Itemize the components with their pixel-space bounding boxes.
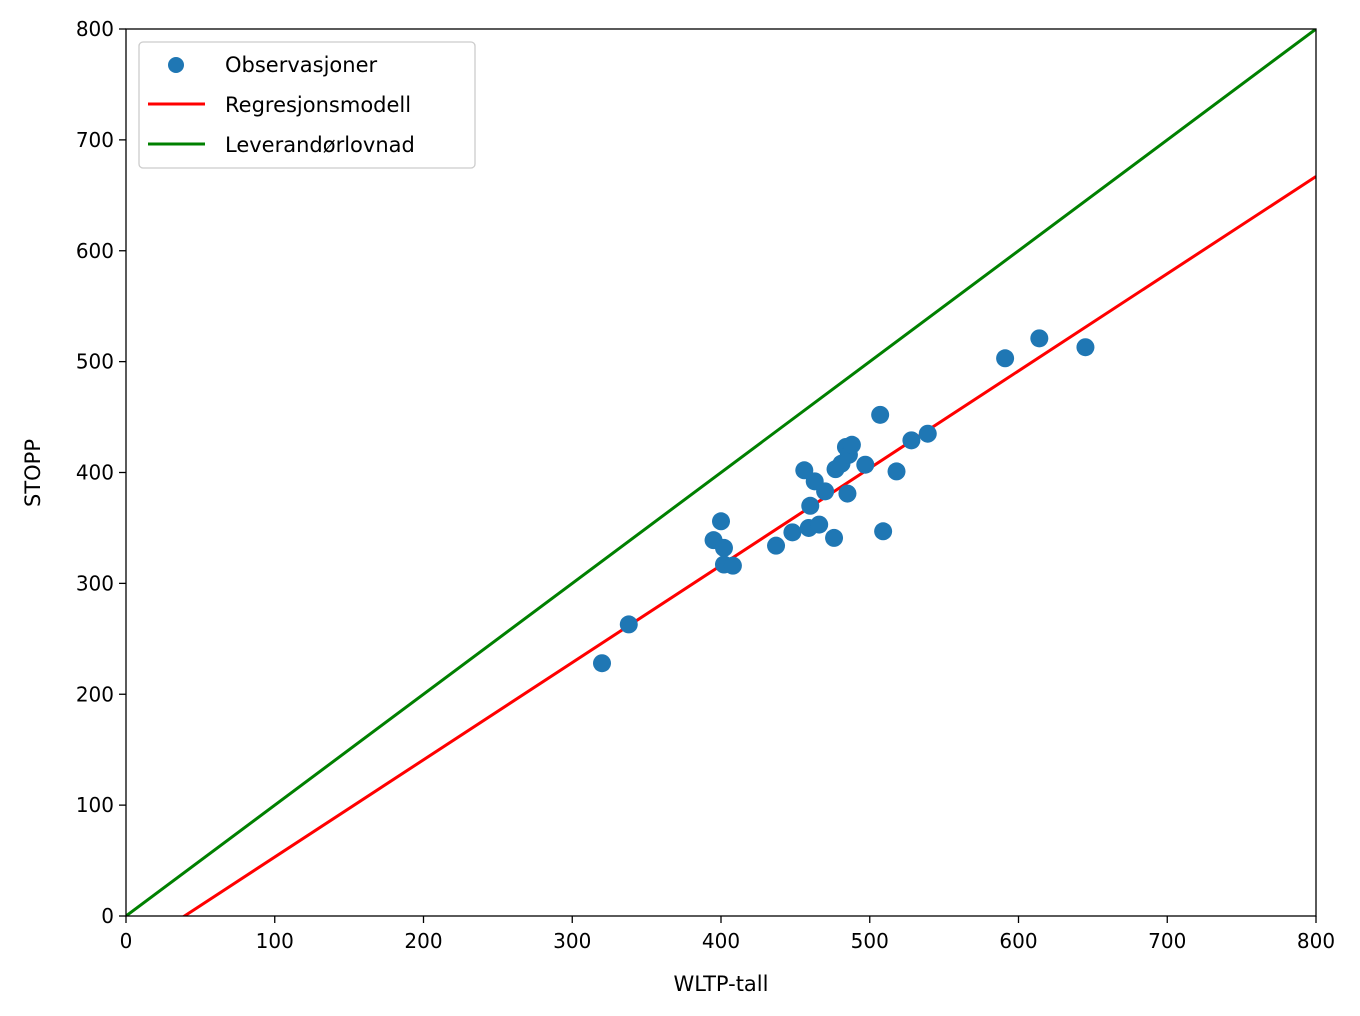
observation-point [714,538,733,557]
x-tick-label: 400 [702,929,740,953]
y-tick-label: 600 [76,239,114,263]
observation-point [825,528,844,547]
observation-point [871,405,890,424]
observation-point [816,482,835,501]
y-axis-label: STOPP [21,439,45,507]
legend-label-observations: Observasjoner [225,53,378,77]
legend-label-promise: Leverandørlovnad [225,133,415,157]
x-tick-label: 800 [1297,929,1335,953]
observation-point [887,462,906,481]
y-tick-label: 500 [76,350,114,374]
observation-point [902,431,921,450]
y-tick-label: 100 [76,793,114,817]
y-tick-label: 400 [76,461,114,485]
x-axis-label: WLTP-tall [674,972,769,996]
x-tick-label: 600 [999,929,1037,953]
observation-point [918,424,937,443]
x-tick-label: 700 [1148,929,1186,953]
observation-point [723,556,742,575]
x-tick-label: 500 [851,929,889,953]
observation-point [856,455,875,474]
legend-label-regression: Regresjonsmodell [225,93,411,117]
observation-point [1076,338,1095,357]
x-tick-label: 100 [256,929,294,953]
observation-point [767,536,786,555]
observation-point [783,523,802,542]
observation-point [801,496,820,515]
legend-marker-observations [168,57,184,73]
observation-point [842,435,861,454]
points-layer [593,329,1095,673]
y-tick-label: 300 [76,571,114,595]
observation-point [838,484,857,503]
legend: Observasjoner Regresjonsmodell Leverandø… [138,41,476,169]
x-axis: 0 100 200 300 400 500 600 700 800 [120,916,1335,953]
observation-point [996,349,1015,368]
observation-point [874,522,893,541]
observation-point [712,512,730,531]
x-tick-label: 200 [404,929,442,953]
legend-box [138,41,476,169]
y-tick-label: 0 [101,904,114,928]
y-tick-label: 800 [76,17,114,41]
observation-point [1030,329,1049,348]
observation-point [619,615,638,634]
y-tick-label: 200 [76,682,114,706]
observation-point [810,515,829,534]
x-tick-label: 0 [120,929,133,953]
y-axis: 0 100 200 300 400 500 600 700 800 [76,17,126,928]
observation-point [593,654,611,673]
promise-line [126,29,1316,916]
y-tick-label: 700 [76,128,114,152]
x-tick-label: 300 [553,929,591,953]
